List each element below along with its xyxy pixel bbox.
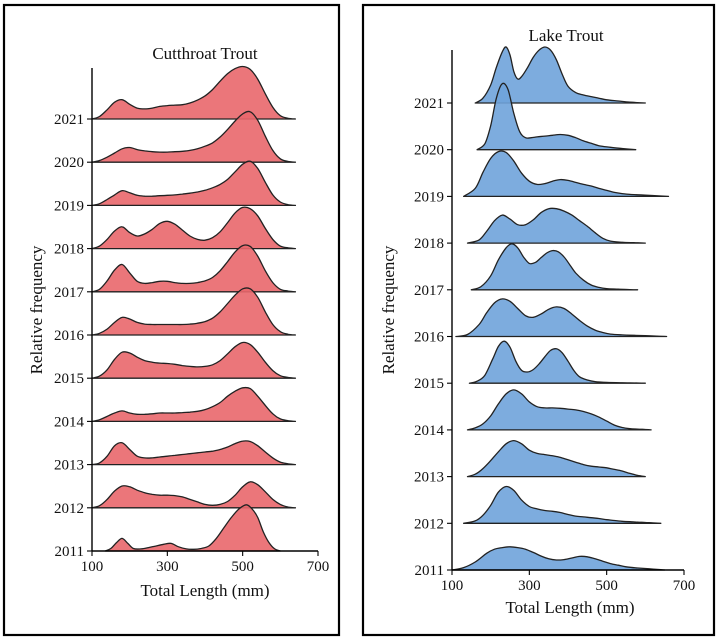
lake-panel-frame: [361, 3, 716, 637]
cutthroat-y-tick-label-2019: 2019: [54, 198, 84, 214]
cutthroat-y-tick-label-2018: 2018: [54, 242, 84, 258]
cutthroat-trout-panel: Cutthroat Trout 2021 2020 2019 2018 2017 2016…: [2, 3, 341, 637]
lake-x-tick-label-300: 300: [518, 578, 541, 594]
lake-ridge-2017: [470, 243, 639, 291]
cutthroat-ridge-2011: [104, 504, 281, 552]
lake-ridge-2020: [476, 82, 637, 151]
lake-y-tick-label-2018: 2018: [414, 236, 444, 252]
cutthroat-y-tick-label-2016: 2016: [54, 328, 85, 344]
lake-y-tick-label-2017: 2017: [414, 283, 445, 299]
lake-y-tick-label-2021: 2021: [414, 96, 444, 112]
cutthroat-panel-frame: [2, 3, 341, 637]
cutthroat-y-tick-label-2014: 2014: [54, 414, 85, 430]
lake-ridge-2014: [466, 389, 652, 431]
lake-y-tick-label-2014: 2014: [414, 423, 445, 439]
lake-y-tick-label-2013: 2013: [414, 470, 444, 486]
lake-ridge-2016: [455, 298, 668, 338]
cutthroat-y-tick-label-2021: 2021: [54, 112, 84, 128]
cutthroat-y-tick-label-2011: 2011: [55, 544, 84, 560]
lake-x-ticks: 100 300 500 700: [441, 570, 696, 594]
cutthroat-ridges: [91, 65, 297, 552]
lake-panel-title: Lake Trout: [528, 26, 603, 45]
cutthroat-x-tick-label-300: 300: [156, 559, 179, 575]
cutthroat-x-tick-label-100: 100: [81, 559, 104, 575]
lake-y-tick-label-2015: 2015: [414, 376, 444, 392]
cutthroat-ridge-2019: [91, 160, 297, 207]
cutthroat-y-tick-label-2013: 2013: [54, 458, 84, 474]
cutthroat-ridge-2012: [91, 481, 297, 509]
cutthroat-x-tick-label-700: 700: [307, 559, 330, 575]
cutthroat-x-tick-label-500: 500: [231, 559, 254, 575]
cutthroat-x-axis-title: Total Length (mm): [140, 581, 269, 600]
lake-trout-panel: Lake Trout 20212020201920182017201620152…: [361, 3, 716, 637]
cutthroat-ridge-2013: [91, 440, 297, 466]
lake-x-axis-title: Total Length (mm): [505, 598, 634, 617]
cutthroat-ridge-2015: [91, 341, 297, 379]
lake-ridge-2012: [462, 485, 662, 524]
lake-ridge-2018: [466, 207, 646, 244]
lake-ridge-2021: [474, 46, 646, 104]
lake-ridge-2015: [468, 340, 646, 384]
cutthroat-y-axis-title: Relative frequency: [27, 245, 46, 374]
lake-y-tick-label-2019: 2019: [414, 189, 444, 205]
cutthroat-ridge-2020: [91, 110, 297, 163]
cutthroat-y-tick-label-2012: 2012: [54, 501, 84, 517]
cutthroat-panel-title: Cutthroat Trout: [152, 44, 258, 63]
lake-ridges: [451, 46, 670, 571]
lake-ridge-2019: [462, 150, 670, 198]
lake-y-tick-label-2011: 2011: [415, 563, 444, 579]
lake-y-tick-label-2016: 2016: [414, 330, 445, 346]
cutthroat-year-labels: 2021 2020 2019 2018 2017 2016 2015 2014 2013 2012…: [54, 112, 92, 560]
lake-year-labels: 2021 2020 2019 2018 2017 2016 2015 2014 2013 2012…: [414, 96, 452, 579]
lake-y-axis-title: Relative frequency: [379, 245, 398, 374]
lake-x-tick-label-700: 700: [673, 578, 696, 594]
lake-y-tick-label-2012: 2012: [414, 516, 444, 532]
cutthroat-ridge-2017: [91, 244, 297, 293]
lake-x-tick-label-500: 500: [595, 578, 618, 594]
lake-ridge-2013: [466, 439, 646, 478]
lake-y-tick-label-2020: 2020: [414, 143, 444, 159]
cutthroat-y-tick-label-2017: 2017: [54, 285, 85, 301]
cutthroat-y-tick-label-2020: 2020: [54, 155, 84, 171]
cutthroat-x-ticks: 100 300 500 700: [81, 551, 330, 575]
lake-x-tick-label-100: 100: [441, 578, 464, 594]
cutthroat-ridge-2018: [91, 206, 297, 250]
cutthroat-ridge-2021: [91, 65, 297, 120]
cutthroat-y-tick-label-2015: 2015: [54, 371, 84, 387]
cutthroat-ridge-2016: [91, 287, 297, 336]
lake-ridge-2011: [451, 546, 666, 571]
cutthroat-ridge-2014: [91, 386, 297, 423]
